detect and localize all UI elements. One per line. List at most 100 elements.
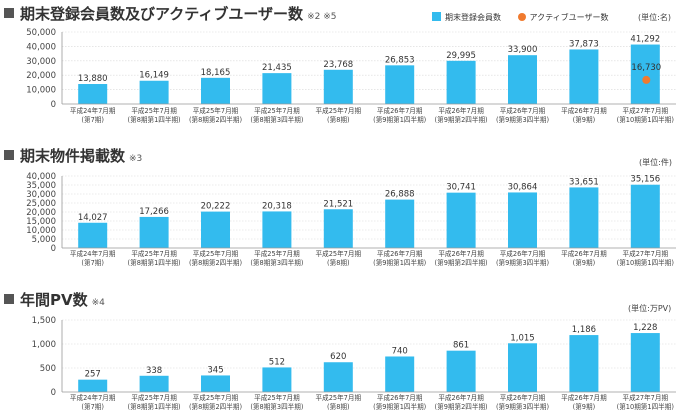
legend-item-active-users: アクティブユーザー数 <box>517 12 609 23</box>
value-label: 20,318 <box>262 201 292 211</box>
bar <box>323 362 353 392</box>
x-tick-label: 平成25年7月期 <box>254 249 300 258</box>
bar <box>139 80 169 104</box>
value-label: 740 <box>392 346 408 356</box>
x-tick-label: (第10期第1四半期) <box>617 115 674 124</box>
chart3-title: 年間PV数 ※4 <box>4 289 105 310</box>
bar <box>262 367 292 392</box>
x-tick-label: (第7期) <box>81 115 104 124</box>
y-tick-label: 30,000 <box>26 190 56 200</box>
value-label: 23,768 <box>323 60 353 70</box>
bar <box>78 222 108 248</box>
x-tick-label: 平成26年7月期 <box>500 249 546 258</box>
bar <box>385 356 415 392</box>
value-label: 14,027 <box>78 213 108 223</box>
value-label: 26,888 <box>385 190 415 200</box>
x-tick-label: (第9期第1四半期) <box>373 258 426 267</box>
x-tick-label: 平成26年7月期 <box>377 393 423 402</box>
bar <box>508 55 537 104</box>
x-tick-label: 平成25年7月期 <box>193 393 239 402</box>
x-tick-label: (第7期) <box>81 402 104 411</box>
x-tick-label: (第9期第1四半期) <box>373 402 426 411</box>
value-label: 257 <box>85 370 101 380</box>
y-tick-label: 5,000 <box>32 235 56 245</box>
bar <box>323 209 353 248</box>
bar <box>630 44 660 104</box>
x-tick-label: 平成27年7月期 <box>623 249 669 258</box>
x-tick-label: (第8期) <box>327 258 350 267</box>
bar <box>139 375 169 392</box>
value-label: 20,222 <box>201 202 231 212</box>
bar <box>508 343 537 392</box>
x-tick-label: 平成25年7月期 <box>131 393 177 402</box>
bar <box>323 69 353 104</box>
y-tick-label: 40,000 <box>26 42 56 52</box>
value-label: 861 <box>453 341 469 351</box>
value-label: 35,156 <box>630 175 660 185</box>
y-tick-label: 50,000 <box>26 28 56 38</box>
title-square-icon <box>4 150 14 160</box>
title-square-icon <box>4 8 14 18</box>
y-tick-label: 10,000 <box>26 226 56 236</box>
bar <box>569 335 599 392</box>
value-label: 21,435 <box>262 63 292 73</box>
x-tick-label: (第8期第2四半期) <box>189 258 242 267</box>
value-label: 1,228 <box>633 323 657 333</box>
x-tick-label: (第9期第3四半期) <box>496 115 549 124</box>
chart2-listings-chart: 05,00010,00015,00020,00025,00030,00035,0… <box>26 172 676 267</box>
value-label: 1,015 <box>510 333 534 343</box>
x-tick-label: 平成26年7月期 <box>561 393 607 402</box>
bar <box>201 77 230 104</box>
bar <box>630 333 660 392</box>
chart1-unit: (単位:名) <box>638 13 671 22</box>
x-tick-label: (第8期第1四半期) <box>128 115 181 124</box>
x-tick-label: 平成25年7月期 <box>254 393 300 402</box>
x-tick-label: 平成26年7月期 <box>500 106 546 115</box>
y-tick-label: 1,000 <box>32 340 56 350</box>
x-tick-label: (第9期第2四半期) <box>435 258 488 267</box>
x-tick-label: 平成26年7月期 <box>438 249 484 258</box>
value-label: 33,900 <box>508 45 538 55</box>
x-tick-label: (第7期) <box>81 258 104 267</box>
value-label: 29,995 <box>446 51 476 61</box>
x-tick-label: 平成27年7月期 <box>623 393 669 402</box>
x-tick-label: 平成25年7月期 <box>193 249 239 258</box>
value-label: 26,853 <box>385 55 415 65</box>
value-label: 30,741 <box>446 183 476 193</box>
y-tick-label: 25,000 <box>26 199 56 209</box>
chart3-note: ※4 <box>91 298 105 308</box>
x-tick-label: 平成26年7月期 <box>377 106 423 115</box>
dot-marker-icon <box>517 13 526 21</box>
x-tick-label: (第8期第1四半期) <box>128 402 181 411</box>
x-tick-label: 平成27年7月期 <box>623 106 669 115</box>
x-tick-label: 平成25年7月期 <box>316 249 362 258</box>
value-label: 345 <box>207 365 223 375</box>
value-label: 512 <box>269 357 285 367</box>
y-tick-label: 0 <box>51 388 56 398</box>
value-label: 18,165 <box>201 68 231 78</box>
x-tick-label: (第10期第1四半期) <box>617 258 674 267</box>
x-tick-label: (第9期第2四半期) <box>435 402 488 411</box>
x-tick-label: (第8期) <box>327 402 350 411</box>
bar <box>78 84 108 104</box>
x-tick-label: (第9期第3四半期) <box>496 258 549 267</box>
value-label: 33,651 <box>569 177 599 187</box>
chart2-title: 期末物件掲載数 ※3 <box>4 145 142 166</box>
chart2-note: ※3 <box>129 154 143 164</box>
bar <box>201 211 230 248</box>
x-tick-label: (第8期第2四半期) <box>189 115 242 124</box>
x-tick-label: 平成25年7月期 <box>131 106 177 115</box>
chart1-title: 期末登録会員数及びアクティブユーザー数 ※2 ※5 <box>4 3 336 24</box>
y-tick-label: 30,000 <box>26 57 56 67</box>
y-tick-label: 10,000 <box>26 86 56 96</box>
x-tick-label: 平成24年7月期 <box>70 249 116 258</box>
bar <box>139 216 169 248</box>
bar <box>569 49 599 104</box>
legend-item-members: 期末登録会員数 <box>432 12 501 23</box>
value-label: 338 <box>146 366 162 376</box>
active-user-point <box>642 75 651 84</box>
x-tick-label: (第9期第2四半期) <box>435 115 488 124</box>
y-tick-label: 0 <box>51 244 56 254</box>
chart2-unit: (単位:件) <box>639 158 672 167</box>
